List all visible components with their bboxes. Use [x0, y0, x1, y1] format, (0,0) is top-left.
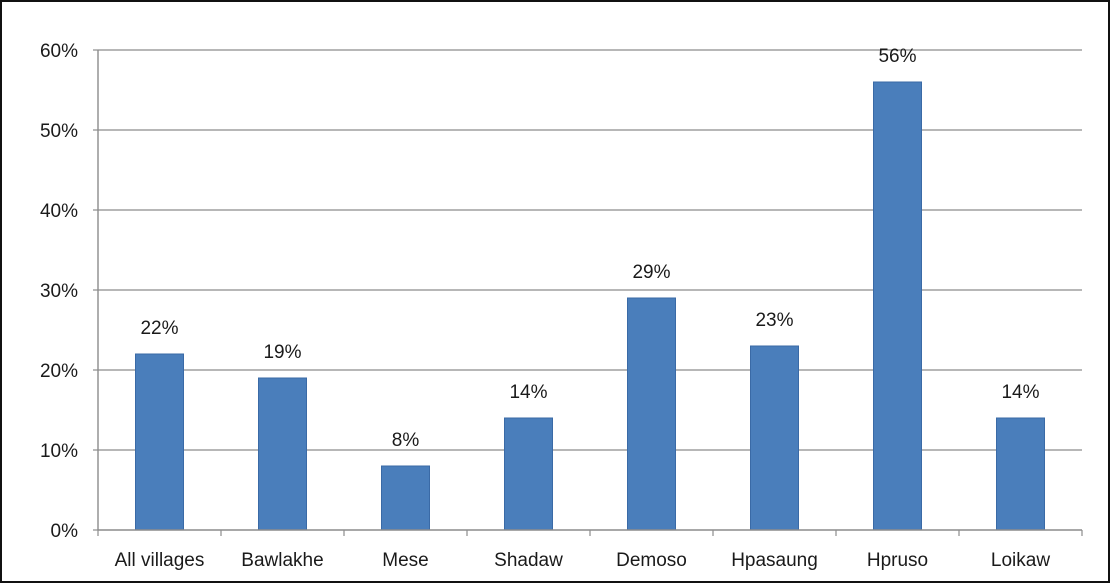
bar	[258, 377, 307, 531]
y-tick-label: 20%	[40, 361, 78, 382]
gridlines	[98, 49, 1082, 451]
axes	[93, 49, 1083, 536]
bar	[504, 417, 553, 531]
x-category-label: Shadaw	[494, 550, 563, 571]
y-tick-label: 40%	[40, 201, 78, 222]
y-tick-label: 50%	[40, 121, 78, 142]
bar-value-label: 14%	[509, 382, 547, 403]
y-tick-label: 0%	[51, 521, 79, 542]
x-category-label: Hpruso	[867, 550, 928, 571]
bar	[381, 465, 430, 531]
bar-value-label: 29%	[632, 262, 670, 283]
bar	[627, 297, 676, 531]
bar-value-label: 23%	[755, 310, 793, 331]
x-category-label: Demoso	[616, 550, 687, 571]
x-category-label: Mese	[382, 550, 428, 571]
bar	[873, 81, 922, 531]
x-category-label: Hpasaung	[731, 550, 818, 571]
x-category-label: Bawlakhe	[241, 550, 323, 571]
x-category-label: Loikaw	[991, 550, 1050, 571]
bar	[135, 353, 184, 531]
bars	[135, 81, 1045, 531]
bar-value-label: 14%	[1001, 382, 1039, 403]
bar-value-label: 19%	[263, 342, 301, 363]
bar	[750, 345, 799, 531]
bar-value-label: 22%	[140, 318, 178, 339]
labels: 0% 10% 20% 30% 40% 50% 60% 22% All villages 19% Ba…	[40, 41, 1050, 571]
x-category-label: All villages	[115, 550, 205, 571]
y-tick-label: 30%	[40, 281, 78, 302]
y-tick-label: 60%	[40, 41, 78, 62]
bar-value-label: 8%	[392, 430, 420, 451]
bar-value-label: 56%	[878, 46, 916, 67]
y-tick-label: 10%	[40, 441, 78, 462]
bar	[996, 417, 1045, 531]
